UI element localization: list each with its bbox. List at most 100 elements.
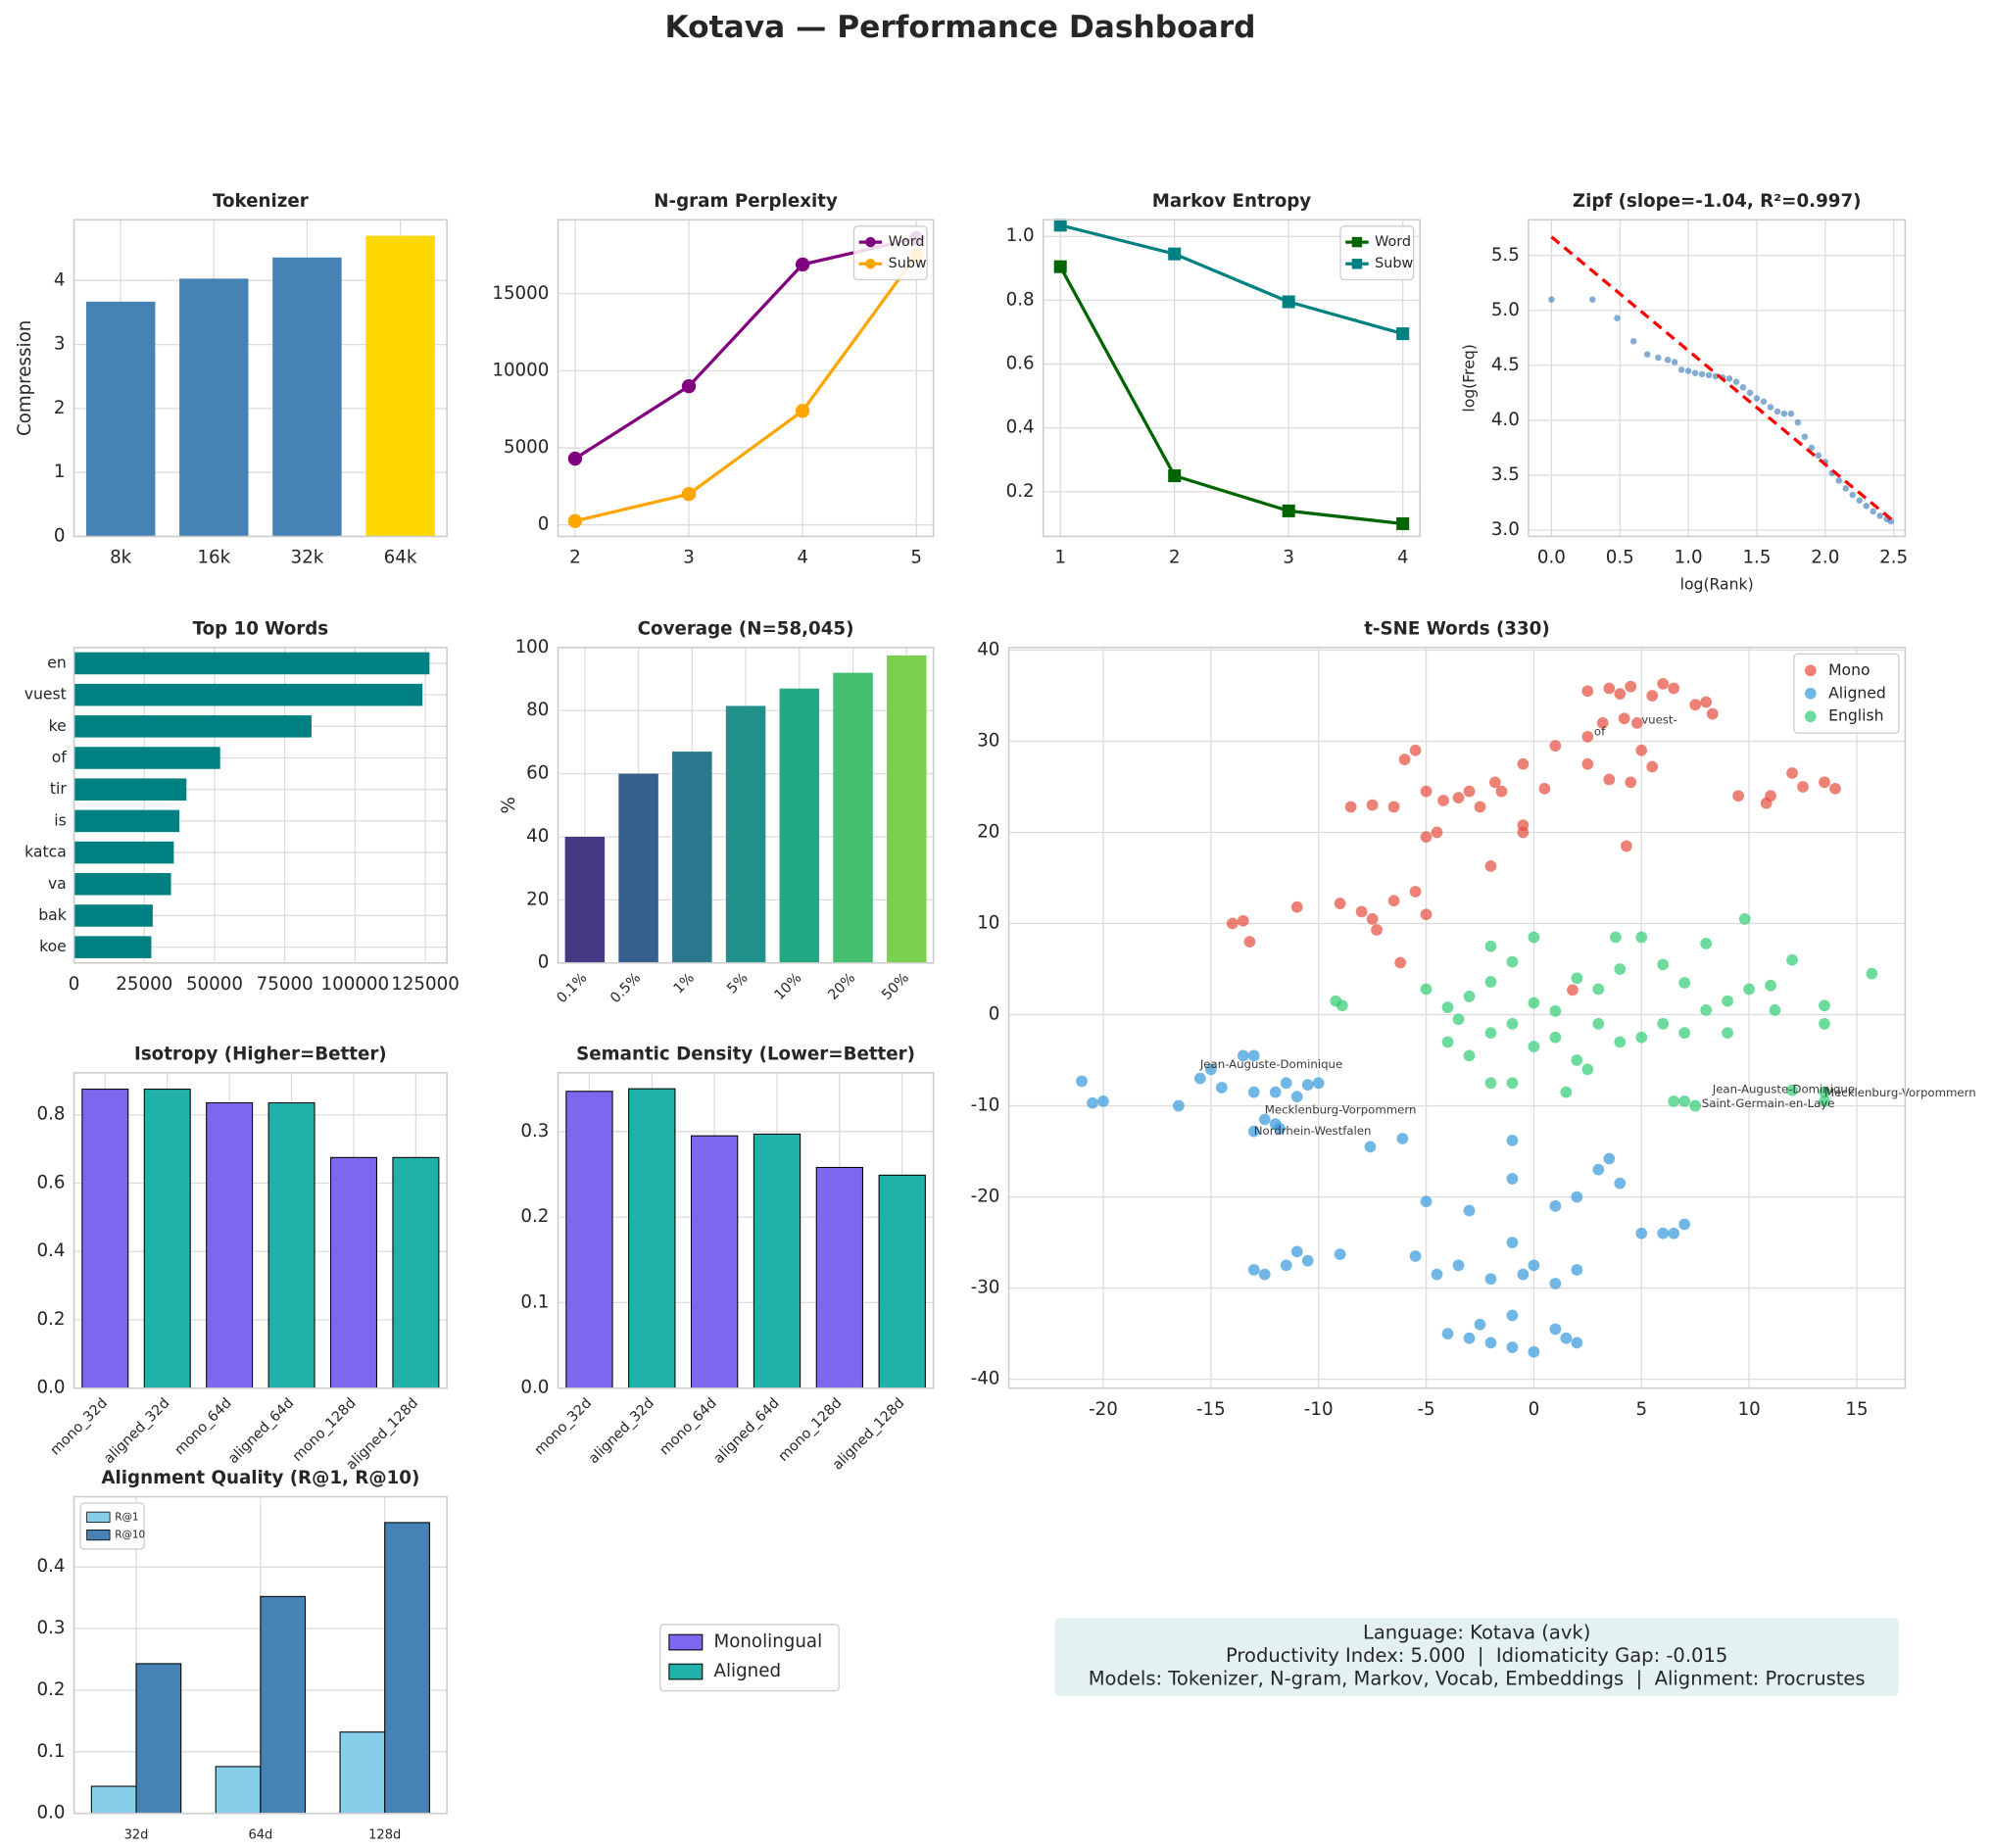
chart-title: Isotropy (Higher=Better)	[134, 1045, 387, 1065]
point	[1722, 995, 1733, 1007]
point	[1712, 372, 1720, 380]
point	[1441, 1328, 1454, 1339]
point	[1657, 1017, 1670, 1030]
series-line	[1059, 223, 1404, 336]
info-line: Productivity Index: 5.000 | Idiomaticity…	[1226, 1644, 1727, 1667]
point	[1506, 1309, 1519, 1322]
chart-title: Markov Entropy	[1152, 191, 1312, 212]
point	[1506, 1135, 1519, 1146]
bar	[73, 809, 180, 833]
point	[1549, 1004, 1562, 1017]
point	[1646, 760, 1659, 773]
point	[1815, 452, 1822, 460]
legend-label: Word	[1375, 234, 1411, 250]
point	[1668, 1095, 1680, 1107]
point	[1364, 1141, 1377, 1153]
point	[1463, 1049, 1476, 1062]
point	[1589, 296, 1596, 303]
point	[1760, 398, 1768, 406]
x-tick-label: 1.0	[1675, 548, 1703, 568]
legend-label: Monolingual	[713, 1631, 822, 1652]
x-tick-label: 3	[1283, 548, 1294, 568]
x-tick-label: 75000	[257, 974, 314, 995]
point	[1290, 900, 1303, 913]
y-tick-label: 0.0	[520, 1378, 549, 1398]
x-tick-label: 0	[1529, 1399, 1540, 1420]
y-axis-label: %	[499, 797, 519, 813]
x-tick-label: 1.5	[1742, 548, 1771, 568]
legend-marker	[865, 259, 876, 269]
y-tick-label: is	[54, 810, 66, 829]
y-tick-label: 0.4	[36, 1556, 65, 1577]
bar	[887, 655, 927, 963]
point	[1753, 395, 1761, 402]
point	[1280, 1077, 1292, 1090]
x-tick-label: 0	[69, 974, 80, 995]
point	[1646, 690, 1659, 702]
annotation: vuest-	[1641, 713, 1677, 727]
point	[1657, 1227, 1670, 1240]
point	[1581, 685, 1594, 698]
point	[1635, 744, 1648, 756]
legend-label: R@1	[115, 1511, 138, 1523]
bar	[73, 841, 174, 864]
bar	[384, 1522, 430, 1815]
point	[1603, 682, 1616, 695]
bar	[143, 1089, 191, 1389]
y-tick-label: 3	[54, 334, 66, 355]
point	[1452, 792, 1465, 804]
bar	[73, 904, 153, 927]
point	[1243, 936, 1256, 948]
chart-title: N-gram Perplexity	[654, 191, 838, 212]
legend-label: Mono	[1828, 660, 1871, 679]
y-tick-label: 20	[977, 821, 999, 842]
point	[1677, 366, 1685, 373]
bar	[272, 257, 342, 537]
point	[1506, 955, 1519, 968]
point	[1538, 782, 1551, 795]
point	[1863, 503, 1870, 510]
point	[1671, 359, 1678, 365]
chart-title: Tokenizer	[213, 191, 309, 212]
point	[1463, 1332, 1476, 1344]
point	[1571, 1054, 1583, 1066]
point	[1396, 1133, 1409, 1144]
point	[1655, 354, 1662, 362]
annotation: Jean-Auguste-Dominique	[1199, 1057, 1342, 1071]
point	[1237, 914, 1249, 927]
point	[1463, 1204, 1476, 1217]
bar	[206, 1101, 254, 1389]
point	[1668, 682, 1680, 695]
point	[1780, 410, 1788, 417]
point	[1484, 940, 1497, 952]
point	[1290, 1091, 1303, 1103]
bar	[90, 1785, 137, 1815]
legend-box	[1793, 653, 1900, 734]
point	[1484, 1273, 1497, 1286]
point	[1441, 1001, 1454, 1013]
x-tick-label: 0.0	[1537, 548, 1566, 568]
legend-box	[79, 1502, 145, 1550]
point	[1463, 785, 1476, 798]
point	[1849, 491, 1856, 499]
point	[1722, 1027, 1733, 1039]
point	[1678, 1027, 1691, 1039]
legend-label: English	[1828, 706, 1883, 725]
bar	[73, 936, 152, 958]
x-axis-label: log(Rank)	[1680, 574, 1754, 593]
point	[1484, 976, 1497, 988]
marker	[567, 451, 583, 466]
point	[1528, 1345, 1540, 1358]
point	[1452, 1259, 1465, 1272]
point	[1312, 1077, 1325, 1090]
point	[1596, 717, 1609, 729]
point	[1567, 984, 1579, 997]
series-line	[1058, 266, 1403, 526]
bar	[753, 1133, 802, 1389]
legend-marker	[1351, 236, 1363, 248]
point	[1387, 801, 1400, 813]
x-tick-label: 64d	[248, 1827, 272, 1842]
point	[1732, 378, 1740, 385]
point	[1794, 418, 1802, 426]
legend-marker	[1351, 259, 1363, 269]
